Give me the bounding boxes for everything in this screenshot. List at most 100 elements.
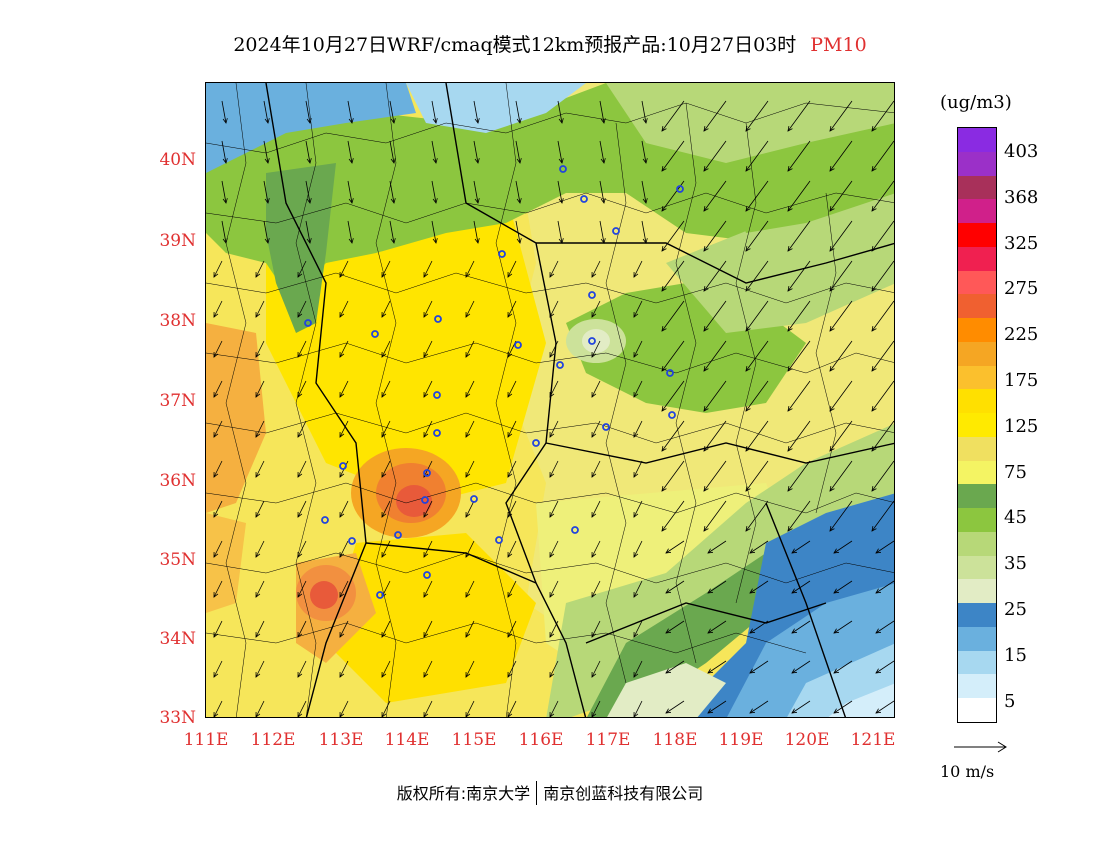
wind-vector-head (558, 198, 564, 204)
wind-vector (305, 140, 311, 164)
wind-vector (707, 620, 727, 634)
wind-vector (347, 140, 353, 164)
wind-vector-head (255, 511, 261, 518)
wind-vector (339, 700, 349, 717)
wind-vector (255, 580, 265, 598)
station-marker (434, 315, 442, 323)
wind-vector (381, 260, 391, 278)
wind-vector-head (661, 406, 667, 412)
wind-vector (633, 460, 643, 478)
wind-vector (465, 300, 475, 318)
wind-vector-head (339, 471, 345, 478)
wind-vector (665, 620, 685, 634)
wind-vector-head (465, 391, 471, 398)
wind-vector (515, 140, 521, 164)
wind-vector (549, 580, 559, 598)
wind-vector (297, 620, 307, 638)
wind-vector (703, 140, 727, 172)
wind-vector-head (745, 366, 751, 372)
wind-vector-head (390, 118, 396, 124)
wind-vector (549, 420, 559, 438)
wind-vector-head (222, 158, 228, 164)
station-marker (556, 361, 564, 369)
wind-vector-head (661, 446, 667, 452)
wind-vector (745, 140, 769, 172)
wind-vector-head (787, 366, 793, 372)
wind-vector (423, 340, 433, 358)
wind-vector (791, 660, 811, 674)
wind-vector (297, 380, 307, 398)
legend-swatch (958, 508, 996, 533)
wind-vector-head (787, 286, 793, 292)
wind-vector-head (591, 311, 597, 318)
wind-vector-head (591, 711, 597, 717)
wind-vector-head (600, 158, 606, 164)
wind-vector (833, 700, 853, 714)
wind-vector-head (474, 198, 480, 204)
wind-vector-head (264, 118, 270, 124)
wind-vector (591, 660, 601, 678)
wind-vector (549, 300, 559, 318)
wind-vector-head (465, 551, 471, 558)
wind-vector (465, 380, 475, 398)
wind-vector (745, 180, 769, 212)
wind-vector-head (661, 286, 667, 292)
legend-label: 225 (1004, 324, 1039, 346)
wind-vector (465, 260, 475, 278)
wind-vector-head (707, 628, 714, 634)
wind-vector-head (549, 711, 555, 717)
wind-vector (791, 620, 811, 634)
x-tick-111e: 111E (183, 730, 229, 750)
wind-vector-head (255, 431, 261, 438)
wind-vector (871, 220, 894, 252)
wind-vector (423, 260, 433, 278)
wind-vector (423, 540, 433, 558)
wind-vector (829, 420, 853, 452)
wind-vector-head (255, 271, 261, 278)
wind-vector (549, 260, 559, 278)
wind-vector (703, 500, 727, 532)
wind-vector (255, 300, 265, 318)
legend-swatch (958, 128, 996, 153)
wind-vector (557, 100, 563, 124)
legend-swatch (958, 626, 996, 652)
wind-vector-head (549, 511, 555, 518)
wind-vector (591, 420, 601, 438)
wind-vector (213, 620, 223, 638)
legend-swatch (958, 413, 996, 438)
station-marker (666, 369, 674, 377)
wind-vector (389, 100, 395, 124)
legend-swatch (958, 175, 996, 200)
wind-vector (591, 540, 601, 558)
wind-vector-head (390, 158, 396, 164)
concentration-map (205, 82, 895, 718)
wind-vector-head (507, 551, 513, 558)
wind-vector-head (707, 588, 714, 594)
map-title: 2024年10月27日WRF/cmaq模式12km预报产品:10月27日03时 P… (0, 30, 1100, 57)
legend-swatch (958, 318, 996, 343)
wind-vector-head (381, 711, 387, 717)
wind-vector-head (791, 668, 798, 674)
wind-vector (255, 420, 265, 438)
pollutant-label: PM10 (810, 34, 867, 56)
station-marker (339, 462, 347, 470)
legend-swatch (958, 555, 996, 580)
wind-vector-head (661, 206, 667, 212)
wind-vector (297, 580, 307, 598)
y-tick-35n: 35N (159, 550, 196, 570)
wind-vector-head (703, 446, 709, 452)
wind-vector-head (642, 118, 648, 124)
wind-vector-head (549, 671, 555, 678)
wind-vector-head (339, 431, 345, 438)
wind-vector-head (558, 158, 564, 164)
wind-vector (213, 420, 223, 438)
wind-vector-head (591, 631, 597, 638)
wind-vector-head (465, 711, 471, 717)
x-tick-121e: 121E (850, 730, 896, 750)
wind-vector (829, 100, 853, 132)
wind-vector (829, 260, 853, 292)
wind-vector (833, 660, 853, 674)
legend-label: 45 (1004, 507, 1027, 529)
y-tick-36n: 36N (159, 471, 196, 491)
wind-vector-head (297, 431, 303, 438)
